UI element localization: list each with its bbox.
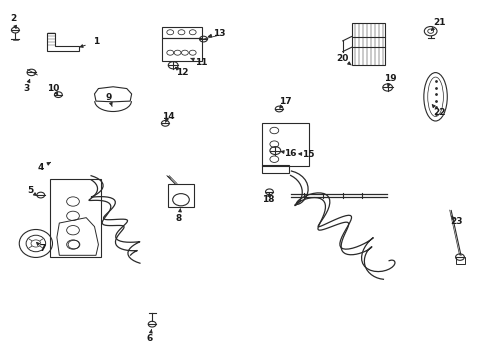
Text: 22: 22 bbox=[433, 108, 446, 117]
Text: 7: 7 bbox=[39, 244, 46, 253]
Text: 5: 5 bbox=[27, 186, 33, 195]
Text: 21: 21 bbox=[433, 18, 446, 27]
Text: 14: 14 bbox=[162, 112, 174, 121]
Text: 8: 8 bbox=[176, 214, 182, 223]
Bar bbox=[162, 38, 202, 61]
Text: 4: 4 bbox=[38, 163, 44, 172]
Bar bbox=[168, 184, 194, 207]
Bar bbox=[262, 123, 309, 166]
Bar bbox=[351, 23, 385, 65]
Text: 19: 19 bbox=[384, 75, 397, 84]
Bar bbox=[162, 27, 202, 38]
Text: 3: 3 bbox=[23, 84, 29, 93]
Bar bbox=[456, 257, 465, 264]
Text: 13: 13 bbox=[213, 29, 226, 38]
Text: 6: 6 bbox=[147, 334, 153, 343]
Text: 10: 10 bbox=[47, 84, 60, 93]
Text: 20: 20 bbox=[337, 54, 349, 63]
Text: 1: 1 bbox=[93, 37, 99, 46]
Text: 17: 17 bbox=[279, 96, 292, 105]
Text: 11: 11 bbox=[195, 58, 207, 67]
Text: 9: 9 bbox=[106, 93, 112, 102]
Text: 23: 23 bbox=[450, 217, 463, 226]
Text: 18: 18 bbox=[262, 195, 275, 204]
Text: 16: 16 bbox=[284, 149, 296, 158]
Bar bbox=[262, 165, 289, 173]
Bar bbox=[49, 179, 101, 257]
Text: 12: 12 bbox=[176, 68, 189, 77]
Text: 15: 15 bbox=[302, 150, 315, 159]
Text: 2: 2 bbox=[10, 14, 16, 23]
